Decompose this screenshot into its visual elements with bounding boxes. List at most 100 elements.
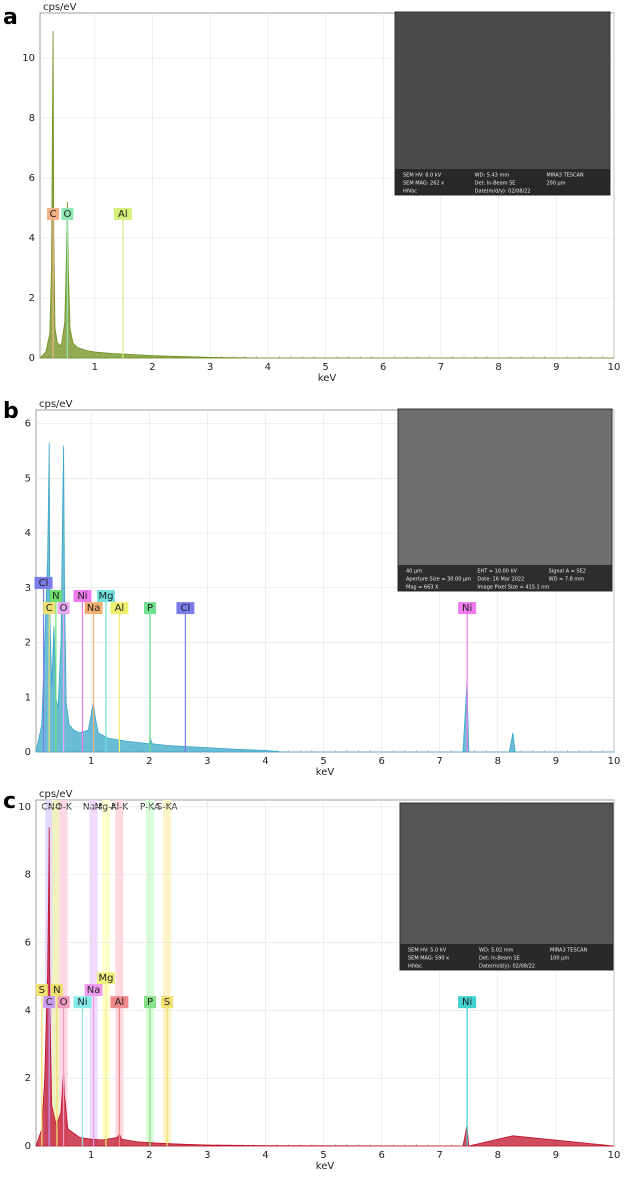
element-label: C (46, 997, 53, 1008)
sem-info-text: SEM HV: 5.0 kV (408, 948, 447, 954)
sem-image (397, 408, 613, 592)
element-tag (57, 996, 70, 1009)
element-tag (34, 576, 53, 589)
y-axis-label: cps/eV (39, 399, 73, 410)
element-label: P (147, 603, 153, 614)
sem-info-text: Mag = 663 X (406, 585, 439, 591)
sem-info-text: Aperture Size = 30.00 µm (406, 577, 471, 583)
y-axis-label: cps/eV (43, 2, 77, 13)
sem-info-text: Date(m/d/y): 02/08/22 (479, 964, 535, 970)
element-label: O (60, 997, 68, 1008)
panel-label: c (3, 789, 16, 814)
x-tick-label: 10 (608, 756, 621, 767)
element-label: Cl (181, 603, 191, 614)
element-band (59, 800, 68, 1146)
sem-info-text: WD = 7.8 mm (549, 577, 585, 583)
x-tick-label: 8 (495, 362, 501, 373)
x-tick-label: 2 (146, 1150, 152, 1161)
element-label: S (39, 985, 45, 996)
y-axis-label: cps/eV (39, 789, 73, 800)
x-tick-label: 3 (204, 1150, 210, 1161)
band-label: Mg-K (95, 803, 119, 813)
element-label: Mg (98, 591, 113, 602)
y-tick-label: 4 (29, 233, 35, 244)
element-tag (110, 602, 129, 615)
x-tick-label: 4 (262, 1150, 268, 1161)
x-axis-label: keV (318, 373, 337, 384)
y-tick-label: 2 (25, 638, 31, 649)
element-label: O (63, 209, 71, 220)
y-tick-label: 5 (25, 473, 31, 484)
sem-info-text: Det: In-Beam SE (475, 181, 516, 187)
y-tick-label: 3 (25, 583, 31, 594)
element-tag (43, 996, 56, 1009)
x-tick-label: 9 (553, 756, 559, 767)
panel-label: a (3, 5, 18, 30)
element-tag (110, 996, 129, 1009)
x-tick-label: 8 (495, 1150, 501, 1161)
element-tag (84, 602, 103, 615)
band-label: S-KA (157, 803, 179, 813)
x-axis-label: keV (316, 767, 335, 778)
x-tick-label: 5 (322, 362, 328, 373)
sem-info-text: HiVac (408, 964, 422, 970)
element-tag (96, 590, 115, 603)
x-tick-label: 7 (438, 362, 444, 373)
element-tag (161, 996, 174, 1009)
y-tick-label: 2 (25, 1073, 31, 1084)
sem-info-text: Image Pixel Size = 415.1 nm (477, 585, 549, 591)
panel-label: b (3, 399, 19, 424)
x-tick-label: 7 (437, 1150, 443, 1161)
element-label: Al (115, 603, 125, 614)
element-tag (113, 208, 132, 220)
x-tick-label: 9 (553, 362, 559, 373)
y-tick-label: 10 (22, 53, 35, 64)
sem-info-text: WD: 5.43 mm (475, 173, 510, 179)
sem-info-text: WD: 5.02 mm (479, 948, 514, 954)
x-tick-label: 6 (380, 362, 386, 373)
element-label: C (46, 603, 53, 614)
y-tick-label: 8 (25, 870, 31, 881)
x-tick-label: 3 (207, 362, 213, 373)
element-label: Na (87, 985, 101, 996)
element-tag (57, 602, 70, 615)
element-label: N (53, 985, 60, 996)
element-label: Cl (39, 578, 49, 589)
sem-info-text: MIRA3 TESCAN (546, 173, 584, 179)
element-label: Ni (462, 997, 472, 1008)
sem-image (399, 802, 614, 971)
x-tick-label: 1 (88, 1150, 94, 1161)
x-axis-label: keV (316, 1161, 335, 1172)
y-tick-label: 6 (25, 937, 31, 948)
y-tick-label: 8 (29, 113, 35, 124)
element-tag (144, 996, 157, 1009)
sem-info-text: SEM MAG: 590 x (408, 956, 449, 962)
sem-info-text: 200 µm (546, 181, 565, 187)
element-label: P (147, 997, 153, 1008)
element-label: S (164, 997, 170, 1008)
element-band (89, 800, 98, 1146)
x-tick-label: 2 (149, 362, 155, 373)
y-tick-label: 0 (25, 747, 31, 758)
x-tick-label: 1 (92, 362, 98, 373)
x-tick-label: 10 (608, 362, 621, 373)
element-tag (84, 983, 103, 996)
band-label: O-K (55, 803, 73, 813)
y-tick-label: 4 (25, 1005, 31, 1016)
sem-info-bar (395, 169, 610, 195)
sem-info-text: 100 µm (550, 956, 569, 962)
x-tick-label: 6 (378, 756, 384, 767)
x-tick-label: 2 (146, 756, 152, 767)
element-band (115, 800, 124, 1146)
sem-info-text: Date: 16 Mar 2022 (477, 577, 524, 583)
element-label: Ni (462, 603, 472, 614)
x-tick-label: 5 (320, 1150, 326, 1161)
x-tick-label: 7 (437, 756, 443, 767)
x-tick-label: 4 (262, 756, 268, 767)
element-label: N (52, 591, 59, 602)
element-label: Mg (98, 973, 113, 984)
element-tag (458, 602, 477, 615)
sem-info-bar (398, 565, 612, 591)
sem-info-text: 40 µm (406, 569, 422, 575)
